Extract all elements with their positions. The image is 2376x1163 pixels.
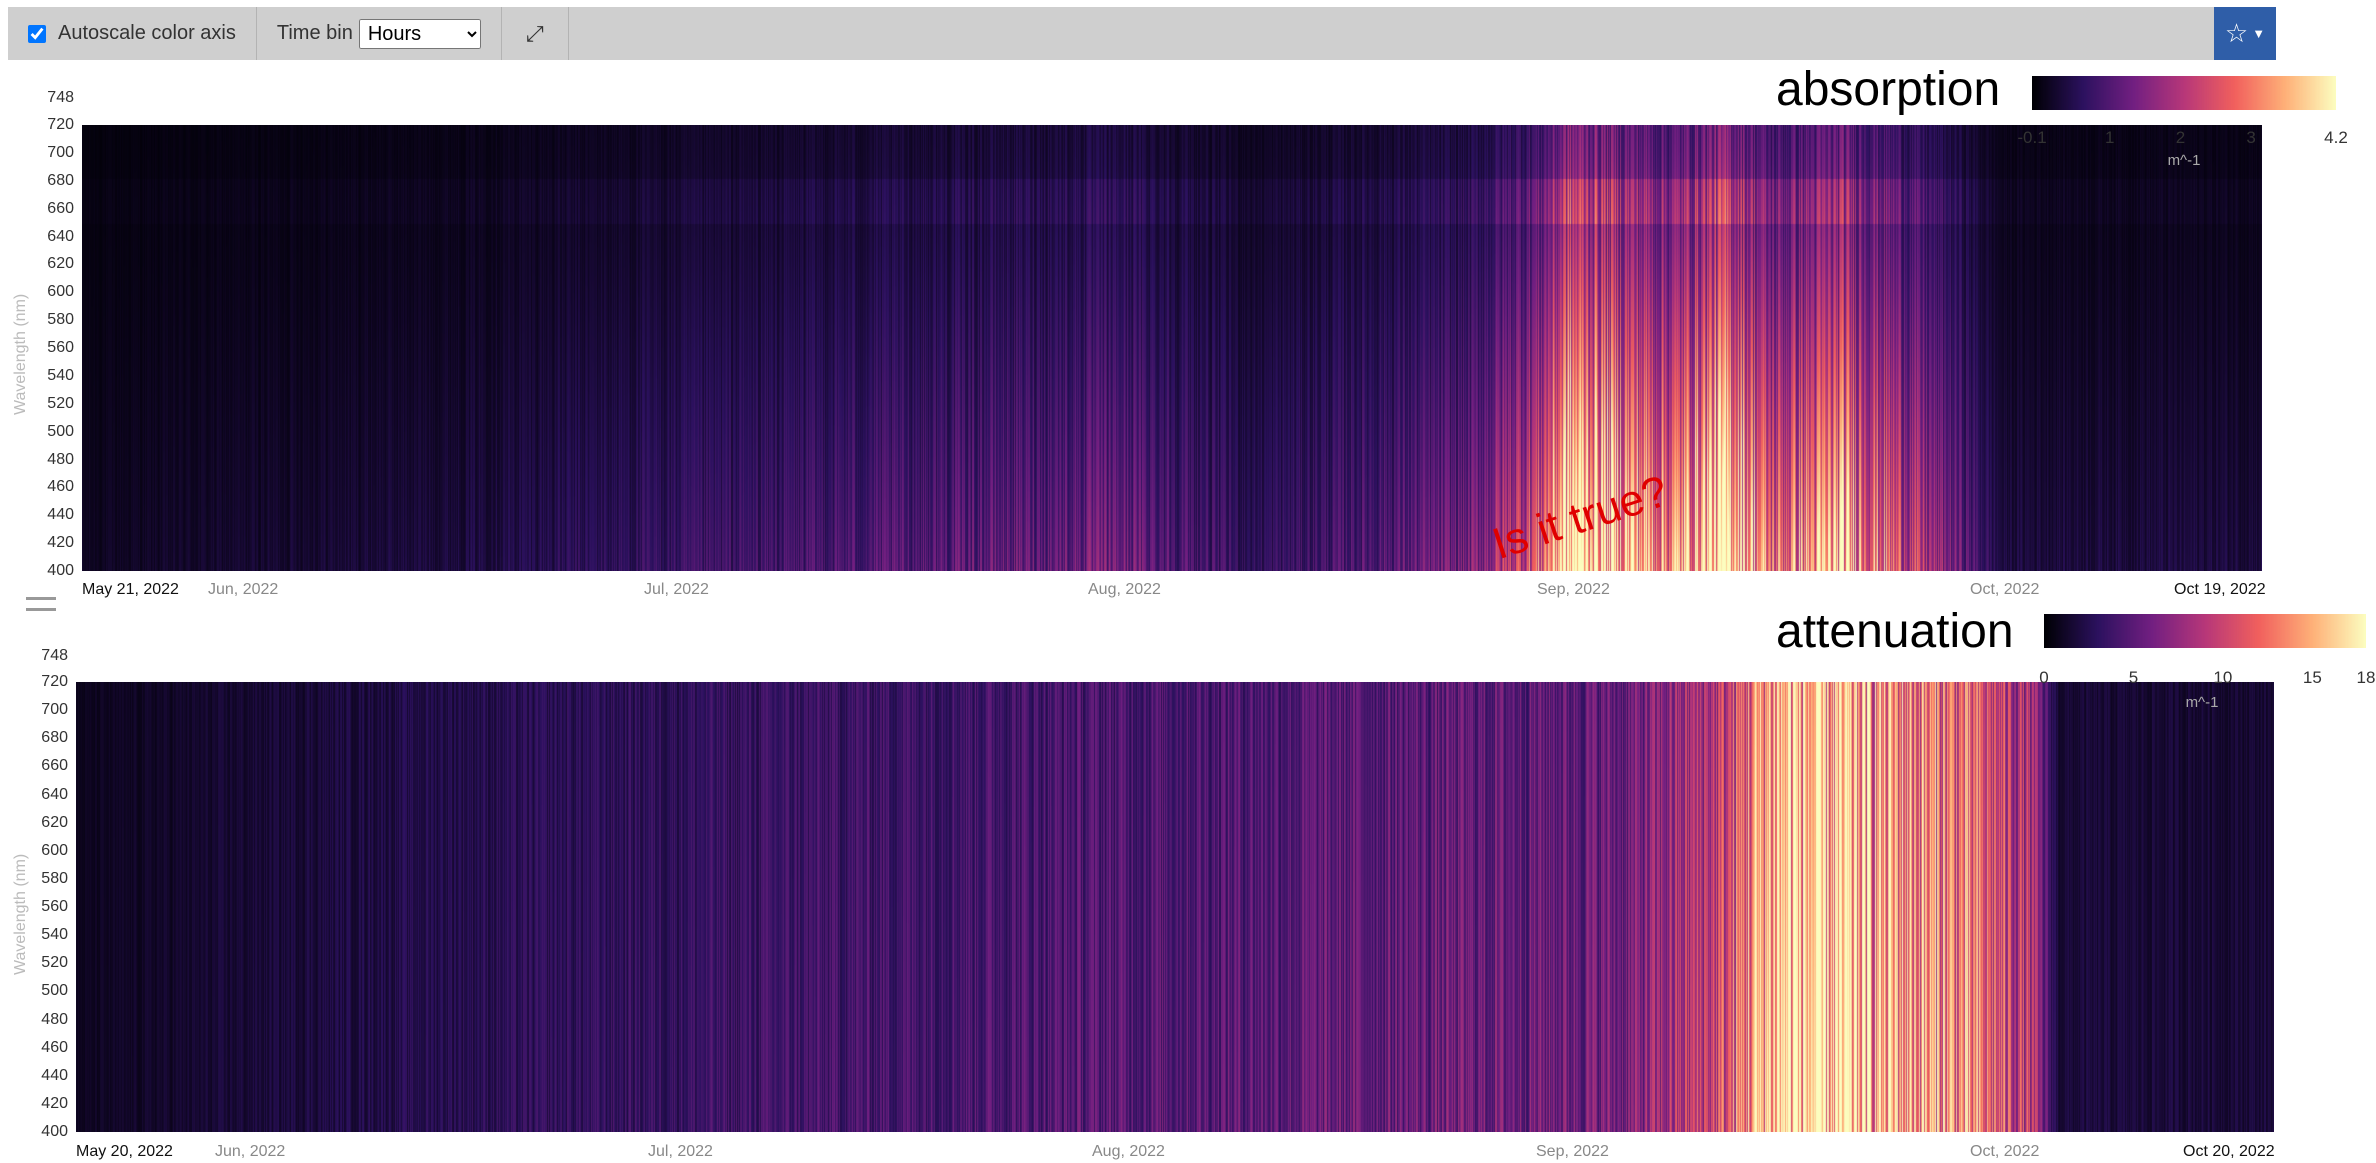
colorbar-tick-label: 3 <box>2246 128 2256 147</box>
expand-arrows-icon[interactable]: ⤢ <box>526 20 544 46</box>
y-tick-label: 420 <box>41 1094 68 1112</box>
absorption-heatmap[interactable] <box>82 125 2262 571</box>
x-tick-label: Jun, 2022 <box>208 581 279 598</box>
autoscale-checkbox[interactable] <box>28 24 46 43</box>
y-tick-label: 560 <box>41 898 68 915</box>
y-tick-label: 700 <box>47 143 74 161</box>
colorbar-title: attenuation <box>1776 605 2014 658</box>
y-tick-label: 660 <box>47 199 74 217</box>
y-tick-label: 480 <box>47 450 74 468</box>
y-tick-label: 440 <box>47 506 74 524</box>
y-tick-label: 640 <box>47 227 74 245</box>
y-tick-label: 640 <box>41 785 68 803</box>
y-tick-label: 460 <box>41 1038 68 1056</box>
colorbar <box>2032 76 2336 110</box>
colorbar-tick-label: 10 <box>2213 668 2233 687</box>
x-tick-label: Jul, 2022 <box>644 581 709 598</box>
y-tick-label: 720 <box>47 116 74 133</box>
colorbar-tick-label: 0 <box>2039 668 2049 687</box>
toolbar: Autoscale color axis Time bin Hours ⤢ ☆ ▼ <box>8 7 2276 60</box>
y-tick-label: 500 <box>47 422 74 440</box>
y-tick-label: 748 <box>41 647 68 664</box>
x-tick-label: Oct 19, 2022 <box>2174 581 2266 598</box>
x-tick-label: May 21, 2022 <box>82 581 179 598</box>
colorbar-unit: m^-1 <box>2167 152 2201 169</box>
autoscale-label[interactable]: Autoscale color axis <box>58 22 236 44</box>
y-tick-label: 420 <box>47 534 74 552</box>
colorbar-tick-label: 1 <box>2105 128 2115 147</box>
colorbar-tick-label: -0.1 <box>2017 128 2047 147</box>
x-tick-label: Aug, 2022 <box>1088 581 1161 598</box>
x-tick-label: Jul, 2022 <box>648 1143 713 1160</box>
y-tick-label: 540 <box>41 926 68 944</box>
y-tick-label: 600 <box>41 841 68 859</box>
y-tick-label: 440 <box>41 1066 68 1084</box>
x-tick-label: Sep, 2022 <box>1537 581 1610 598</box>
x-tick-label: Sep, 2022 <box>1536 1143 1609 1160</box>
colorbar-tick-label: 4.2 <box>2324 128 2348 147</box>
expand-group: ⤢ <box>502 7 569 60</box>
y-tick-label: 720 <box>41 673 68 690</box>
colorbar <box>2044 614 2366 648</box>
y-tick-label: 748 <box>47 89 74 106</box>
favorite-button[interactable]: ☆ ▼ <box>2214 7 2276 60</box>
y-tick-label: 400 <box>41 1123 68 1140</box>
x-tick-label: Jun, 2022 <box>215 1143 286 1160</box>
y-tick-label: 660 <box>41 757 68 775</box>
time-bin-label: Time bin <box>276 22 353 44</box>
time-bin-select[interactable]: Hours <box>358 18 481 49</box>
attenuation-heatmap[interactable] <box>76 682 2274 1132</box>
y-tick-label: 700 <box>41 701 68 719</box>
y-tick-label: 500 <box>41 982 68 1000</box>
x-tick-label: Oct 20, 2022 <box>2183 1143 2275 1160</box>
colorbar-title: absorption <box>1776 63 2001 116</box>
x-tick-label: Aug, 2022 <box>1092 1143 1165 1160</box>
y-tick-label: 680 <box>41 729 68 747</box>
absorption-panel: Wavelength (nm) 748 720 700 680 660 640 620 600… <box>12 63 2348 611</box>
y-tick-label: 680 <box>47 171 74 189</box>
y-tick-label: 600 <box>47 283 74 301</box>
caret-down-icon: ▼ <box>2252 26 2266 41</box>
x-tick-label: Oct, 2022 <box>1970 581 2040 598</box>
y-tick-label: 400 <box>47 562 74 579</box>
drag-handle-icon[interactable] <box>26 597 56 611</box>
star-outline-icon: ☆ <box>2224 18 2249 48</box>
y-tick-label: 580 <box>47 311 74 329</box>
y-tick-label: 480 <box>41 1010 68 1028</box>
colorbar-unit: m^-1 <box>2185 694 2219 711</box>
y-tick-label: 620 <box>47 255 74 273</box>
colorbar-tick-label: 18 <box>2356 668 2376 687</box>
colorbar-tick-label: 15 <box>2302 668 2322 687</box>
autoscale-group: Autoscale color axis <box>8 7 257 60</box>
colorbar-tick-label: 5 <box>2128 668 2139 687</box>
y-tick-label: 540 <box>47 366 74 384</box>
colorbar-tick-label: 2 <box>2175 128 2186 147</box>
y-tick-label: 460 <box>47 478 74 496</box>
y-tick-label: 520 <box>41 954 68 972</box>
x-tick-label: May 20, 2022 <box>76 1143 173 1160</box>
y-tick-label: 580 <box>41 869 68 887</box>
y-tick-label: 560 <box>47 339 74 356</box>
y-tick-label: 620 <box>41 813 68 831</box>
time-bin-group: Time bin Hours <box>257 7 502 60</box>
y-tick-label: 520 <box>47 394 74 412</box>
x-tick-label: Oct, 2022 <box>1970 1143 2040 1160</box>
